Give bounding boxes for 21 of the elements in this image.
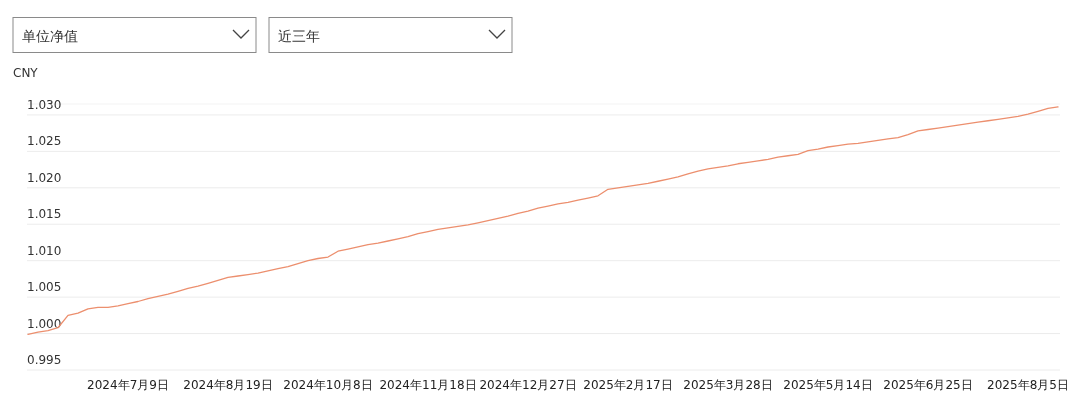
- y-tick-label: 1.015: [27, 207, 62, 222]
- y-axis-title: CNY: [13, 66, 39, 80]
- dropdown: 单位净值: [12, 17, 257, 53]
- y-tick-label: 1.000: [27, 316, 62, 331]
- y-tick-label: 1.010: [27, 243, 62, 258]
- x-tick-label: 2024年7月9日: [87, 378, 169, 392]
- x-tick-label: 2024年8月19日: [183, 378, 273, 392]
- x-tick-label: 2025年3月28日: [683, 378, 773, 392]
- y-tick-label: 1.025: [27, 134, 62, 149]
- x-tick-label: 2025年2月17日: [583, 378, 673, 392]
- x-tick-label: 2024年11月18日: [379, 378, 477, 392]
- x-tick-label: 2025年8月5日: [987, 378, 1069, 392]
- x-tick-label: 2025年6月25日: [883, 378, 973, 392]
- y-tick-label: 0.995: [27, 353, 62, 367]
- y-tick-label: 1.020: [27, 170, 62, 185]
- y-tick-label: 1.030: [27, 97, 62, 112]
- y-tick-label: 1.005: [27, 280, 62, 295]
- x-tick-label: 2024年10月8日: [283, 378, 373, 392]
- x-tick-label: 2024年12月27日: [479, 378, 577, 392]
- x-tick-label: 2025年5月14日: [783, 378, 873, 392]
- dropdown: 近三年: [268, 17, 513, 53]
